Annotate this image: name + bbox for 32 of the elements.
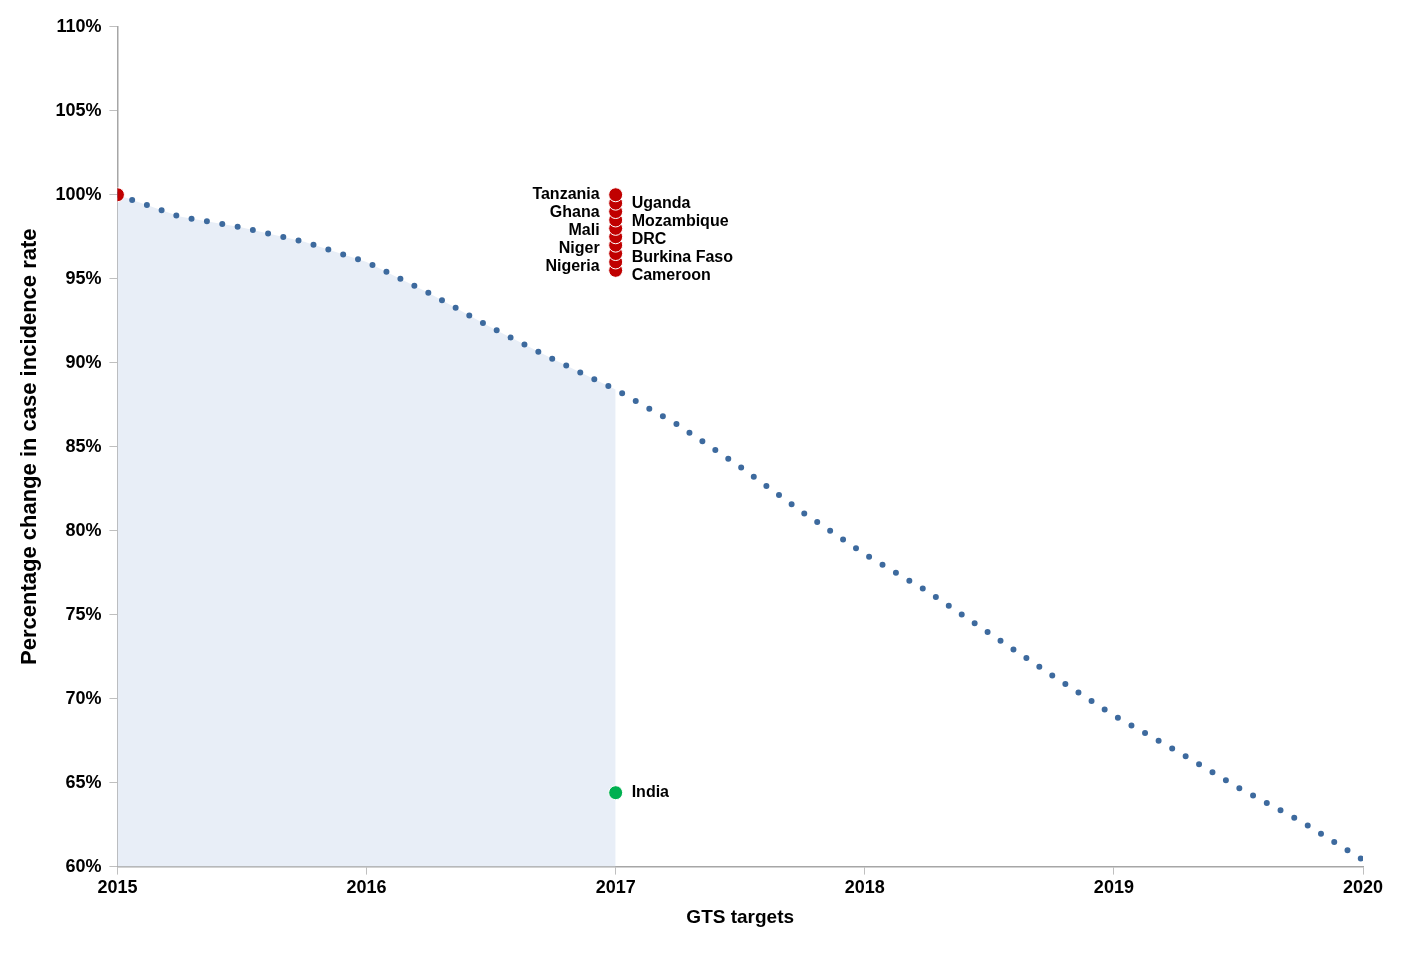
- x-axis-title: GTS targets: [686, 905, 795, 927]
- x-tick-label: 2016: [346, 877, 387, 898]
- y-tick-label: 85%: [65, 435, 102, 456]
- y-tick-label: 95%: [65, 267, 102, 288]
- series-label: DRC: [631, 229, 667, 247]
- series-label: Burkina Faso: [631, 247, 734, 265]
- x-tick-label: 2017: [595, 877, 636, 898]
- y-tick-label: 105%: [55, 99, 102, 120]
- x-tick-label: 2018: [844, 877, 885, 898]
- y-tick-label: 75%: [65, 603, 102, 624]
- y-tick-label: 70%: [65, 687, 102, 708]
- y-tick-label: 110%: [56, 15, 102, 36]
- series-label: Mozambique: [631, 211, 729, 229]
- x-tick-label: 2020: [1342, 877, 1384, 898]
- series-label: India: [631, 783, 670, 801]
- series-label: Ghana: [549, 203, 600, 221]
- y-tick-label: 60%: [65, 855, 102, 876]
- series-label: Mali: [568, 221, 600, 239]
- y-axis-title: Percentage change in case incidence rate: [16, 228, 42, 665]
- point: [608, 187, 624, 203]
- series-label: Niger: [558, 239, 600, 257]
- series-label: Tanzania: [532, 185, 600, 203]
- x-tick-label: 2019: [1093, 877, 1134, 898]
- y-tick-label: 90%: [65, 351, 102, 372]
- y-tick-label: 100%: [55, 183, 102, 204]
- series-label: Cameroon: [631, 265, 711, 283]
- point: [608, 785, 624, 801]
- series-label: Uganda: [631, 193, 691, 211]
- x-tick-label: 2015: [97, 877, 138, 898]
- series-label: Nigeria: [545, 257, 600, 275]
- y-tick-label: 65%: [65, 771, 102, 792]
- y-tick-label: 80%: [65, 519, 102, 540]
